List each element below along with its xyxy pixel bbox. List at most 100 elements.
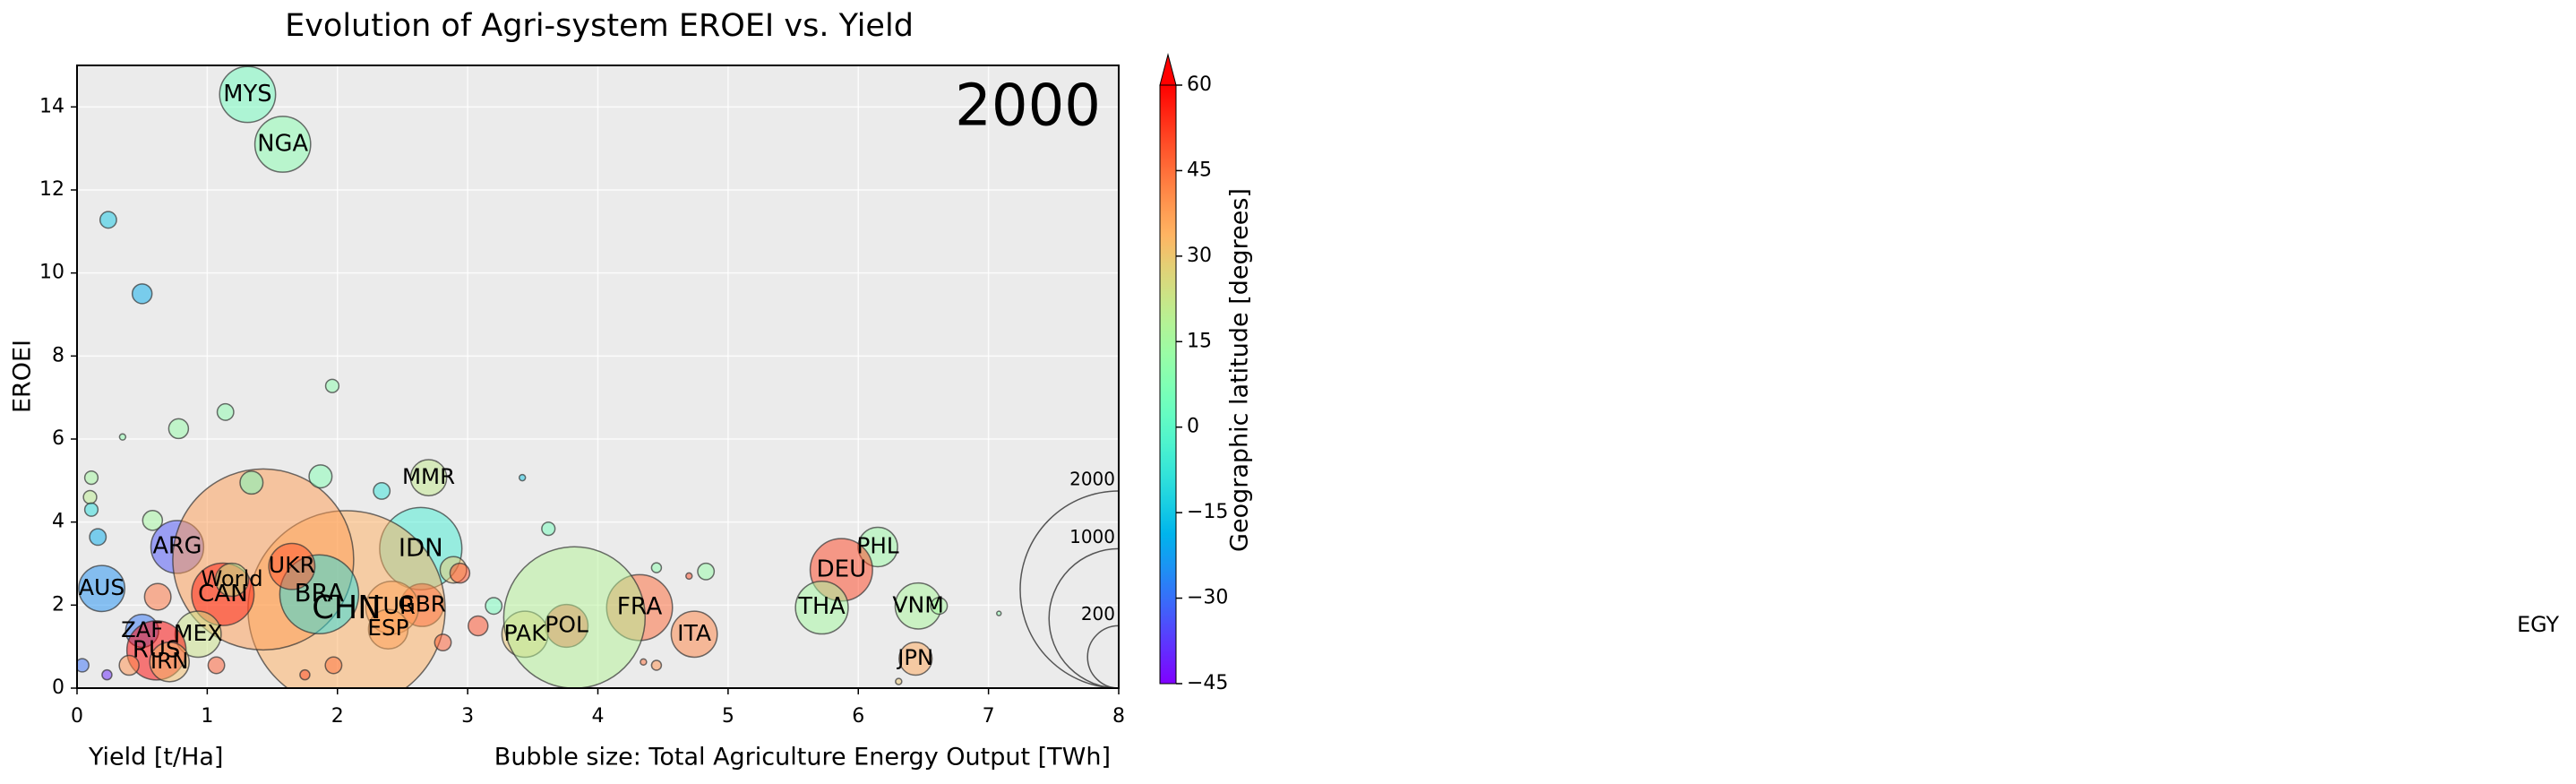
bubble-label: THA: [797, 593, 846, 620]
bubble: [930, 597, 949, 616]
x-tick-label: 4: [592, 705, 605, 728]
y-tick-label: 6: [52, 427, 64, 450]
y-tick-label: 4: [52, 511, 64, 533]
bubble: [118, 433, 127, 441]
x-tick-label: 6: [852, 705, 864, 728]
bubble: [143, 582, 172, 611]
colorbar-tick-label: 60: [1187, 73, 1212, 96]
colorbar-tick-label: −15: [1187, 501, 1228, 523]
bubble: [409, 459, 448, 496]
bubble: [373, 481, 391, 500]
bubble-label: World: [201, 566, 262, 591]
x-axis-label: Yield [t/Ha]: [88, 744, 223, 771]
bubble: [299, 668, 311, 681]
bubble-label: ZAF: [121, 617, 163, 642]
bubble: [82, 489, 98, 504]
colorbar-tick-label: 30: [1187, 245, 1212, 267]
x-tick-label: 1: [201, 705, 213, 728]
year-annotation: 2000: [955, 73, 1101, 140]
bubble-label: PAK: [504, 620, 547, 646]
bubble: [640, 658, 648, 667]
y-tick-label: 0: [52, 676, 64, 699]
size-legend-label: 2000: [1069, 468, 1115, 489]
bubble: [118, 654, 140, 676]
bubble: [541, 521, 556, 537]
y-tick-label: 2: [52, 593, 64, 616]
bubble-label: CHN: [312, 590, 381, 626]
bubble-label: ARG: [152, 532, 202, 559]
bubble-label: UKR: [269, 552, 315, 578]
x-tick-label: 0: [71, 705, 83, 728]
size-legend-label: 1000: [1069, 526, 1115, 547]
bubble-label: IRN: [150, 648, 189, 674]
bubble: [650, 562, 663, 573]
x-tick-label: 7: [983, 705, 995, 728]
bubble-label: VNM: [892, 591, 944, 617]
bubble: [77, 658, 90, 673]
colorbar-tick-label: 45: [1187, 159, 1212, 181]
bubble: [219, 65, 277, 124]
bubble: [996, 610, 1002, 616]
bubble: [434, 633, 452, 651]
y-tick-label: 14: [39, 95, 64, 117]
y-axis-label: EROEI: [9, 340, 37, 413]
bubble-label: MYS: [223, 81, 271, 108]
bubble-label: MMR: [402, 463, 455, 489]
bubble: [99, 211, 117, 229]
chart-title: Evolution of Agri-system EROEI vs. Yield: [285, 8, 914, 44]
bubble-label: MEX: [174, 620, 223, 646]
colorbar: [1160, 85, 1176, 684]
bubble: [794, 580, 849, 635]
bubble: [131, 283, 153, 305]
bubble: [89, 528, 107, 547]
bubble: [239, 470, 264, 495]
y-tick-label: 12: [39, 178, 64, 201]
bubble: [83, 502, 99, 517]
bubble-label: ESP: [367, 615, 408, 641]
bubble-label: DEU: [816, 556, 866, 582]
colorbar-tick-label: −45: [1187, 672, 1228, 694]
bubble-label: TUR: [368, 593, 416, 620]
bubble: [468, 615, 489, 637]
size-label: Bubble size: Total Agriculture Energy Ou…: [494, 744, 1111, 771]
x-tick-label: 5: [722, 705, 734, 728]
bubble: [216, 402, 235, 421]
bubble-label: IDN: [399, 533, 443, 562]
bubble: [101, 668, 113, 681]
bubble: [324, 656, 343, 675]
bubble-label: BRA: [295, 580, 345, 607]
y-tick-label: 10: [39, 262, 64, 284]
colorbar-tick-label: 15: [1187, 330, 1212, 352]
bubble: [149, 642, 190, 683]
colorbar-tick-label: 0: [1187, 416, 1199, 438]
colorbar-extend: [1159, 53, 1177, 86]
bubble-label: CAN: [198, 581, 248, 607]
colorbar-frame: [1159, 84, 1177, 685]
colorbar-label: Geographic latitude [degrees]: [1226, 188, 1254, 552]
bubble-label: RUS: [133, 636, 181, 663]
bubble: [518, 473, 527, 482]
bubble: [697, 562, 716, 581]
bubble-label: AUS: [79, 574, 125, 600]
bubble: [214, 562, 250, 598]
x-tick-label: 8: [1112, 705, 1125, 728]
bubble-label: JPN: [896, 645, 933, 670]
bubble-label: EGY: [2517, 612, 2559, 637]
bubble: [253, 116, 312, 173]
bubble: [449, 562, 471, 584]
bubble: [685, 572, 693, 581]
bubble: [485, 597, 503, 616]
bubble-label: NGA: [257, 131, 308, 158]
bubble: [502, 546, 647, 688]
bubble: [83, 470, 99, 486]
x-tick-label: 3: [461, 705, 474, 728]
bubble: [268, 542, 316, 590]
bubble: [324, 378, 340, 393]
bubble: [142, 510, 164, 531]
bubble-label: GBR: [398, 590, 446, 616]
bubble-label: POL: [545, 612, 588, 638]
bubble-label: PHL: [857, 532, 899, 558]
bubble: [650, 659, 663, 671]
size-legend-circle: [1019, 490, 1119, 688]
